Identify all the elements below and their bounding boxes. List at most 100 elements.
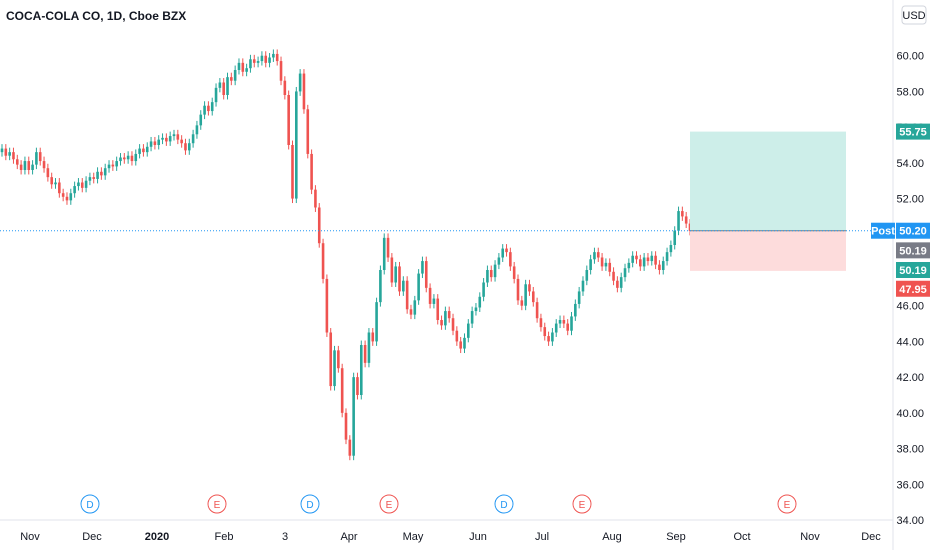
- candle-body[interactable]: [497, 257, 501, 265]
- candle-body[interactable]: [111, 164, 115, 167]
- candle-body[interactable]: [168, 136, 172, 142]
- candle-body[interactable]: [279, 61, 283, 81]
- candle-body[interactable]: [409, 309, 413, 315]
- candle-body[interactable]: [551, 332, 554, 342]
- candle-body[interactable]: [428, 287, 432, 304]
- candle-body[interactable]: [482, 282, 485, 297]
- candle-body[interactable]: [455, 330, 459, 342]
- candle-body[interactable]: [314, 189, 317, 208]
- candle-body[interactable]: [329, 332, 333, 387]
- candle-body[interactable]: [23, 161, 27, 170]
- candle-body[interactable]: [180, 139, 183, 144]
- candle-body[interactable]: [612, 271, 615, 281]
- candle-body[interactable]: [88, 177, 92, 181]
- candle-body[interactable]: [210, 102, 214, 112]
- candle-body[interactable]: [230, 77, 233, 81]
- candle-body[interactable]: [100, 171, 103, 176]
- candle-body[interactable]: [600, 257, 604, 267]
- candle-body[interactable]: [654, 255, 657, 265]
- candle-body[interactable]: [424, 261, 428, 288]
- candle-body[interactable]: [256, 61, 260, 63]
- candle-body[interactable]: [348, 439, 352, 456]
- candle-body[interactable]: [379, 270, 382, 303]
- candle-body[interactable]: [187, 143, 191, 151]
- candle-body[interactable]: [520, 300, 524, 306]
- stop-zone[interactable]: [690, 230, 846, 271]
- candle-body[interactable]: [463, 337, 466, 349]
- candle-body[interactable]: [367, 332, 371, 363]
- candle-body[interactable]: [27, 161, 31, 170]
- candle-body[interactable]: [440, 320, 443, 326]
- candle-body[interactable]: [237, 62, 241, 70]
- candle-body[interactable]: [375, 302, 378, 342]
- candle-body[interactable]: [145, 146, 149, 153]
- candle-body[interactable]: [558, 320, 562, 324]
- candle-body[interactable]: [661, 261, 665, 270]
- target-zone[interactable]: [690, 131, 846, 231]
- candle-body[interactable]: [539, 318, 543, 328]
- candle-body[interactable]: [69, 193, 73, 201]
- earnings-marker-icon[interactable]: [572, 494, 592, 514]
- candle-body[interactable]: [451, 318, 455, 331]
- candle-body[interactable]: [459, 341, 462, 349]
- candle-body[interactable]: [359, 345, 363, 395]
- candle-body[interactable]: [467, 323, 470, 338]
- candle-body[interactable]: [275, 53, 279, 62]
- candle-body[interactable]: [616, 280, 619, 288]
- candle-body[interactable]: [447, 311, 451, 319]
- candle-body[interactable]: [207, 105, 210, 112]
- candle-body[interactable]: [444, 311, 447, 326]
- candle-body[interactable]: [382, 237, 386, 270]
- candle-body[interactable]: [631, 255, 634, 263]
- candle-body[interactable]: [604, 262, 608, 267]
- candle-body[interactable]: [432, 298, 436, 304]
- candle-body[interactable]: [84, 180, 88, 188]
- candle-body[interactable]: [547, 336, 550, 342]
- candle-body[interactable]: [115, 161, 118, 167]
- candle-body[interactable]: [356, 377, 359, 395]
- candle-body[interactable]: [184, 143, 187, 151]
- earnings-marker-icon[interactable]: [777, 494, 797, 514]
- candle-body[interactable]: [264, 55, 268, 63]
- candle-body[interactable]: [566, 323, 569, 331]
- candle-body[interactable]: [61, 193, 65, 197]
- currency-box[interactable]: [901, 5, 927, 25]
- candle-body[interactable]: [543, 327, 547, 337]
- candle-body[interactable]: [528, 284, 531, 292]
- candle-body[interactable]: [214, 87, 218, 103]
- candle-body[interactable]: [233, 70, 237, 81]
- candle-body[interactable]: [46, 168, 50, 178]
- candle-body[interactable]: [352, 377, 355, 456]
- candle-body[interactable]: [172, 134, 176, 137]
- candle-body[interactable]: [295, 91, 298, 199]
- candle-body[interactable]: [577, 291, 581, 304]
- candle-body[interactable]: [635, 255, 638, 260]
- candle-body[interactable]: [19, 164, 23, 170]
- candle-body[interactable]: [302, 73, 306, 110]
- candle-body[interactable]: [283, 80, 287, 95]
- candle-body[interactable]: [123, 157, 126, 160]
- dividend-marker-icon[interactable]: [300, 494, 320, 514]
- candle-body[interactable]: [436, 298, 440, 320]
- candle-body[interactable]: [73, 186, 76, 194]
- candle-body[interactable]: [677, 211, 680, 231]
- candle-body[interactable]: [554, 323, 558, 333]
- candle-body[interactable]: [203, 105, 206, 115]
- candle-body[interactable]: [130, 155, 134, 162]
- candle-body[interactable]: [298, 73, 302, 92]
- candle-body[interactable]: [337, 350, 340, 369]
- candle-body[interactable]: [260, 55, 264, 62]
- candle-body[interactable]: [8, 152, 11, 156]
- candle-body[interactable]: [325, 278, 329, 333]
- candle-body[interactable]: [15, 159, 19, 165]
- candle-body[interactable]: [252, 59, 256, 63]
- candle-body[interactable]: [50, 177, 53, 185]
- candle-body[interactable]: [402, 280, 405, 292]
- candle-body[interactable]: [386, 237, 390, 258]
- candle-body[interactable]: [195, 125, 199, 135]
- candle-body[interactable]: [413, 300, 417, 315]
- candle-body[interactable]: [570, 316, 573, 331]
- candle-body[interactable]: [58, 182, 61, 194]
- candle-body[interactable]: [669, 245, 673, 253]
